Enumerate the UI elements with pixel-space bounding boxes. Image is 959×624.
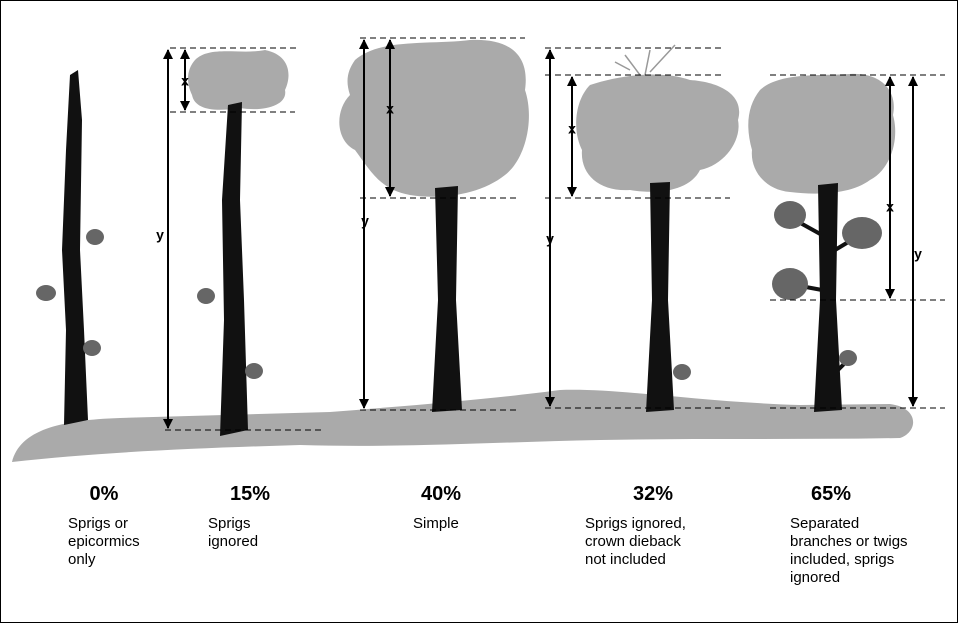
caption-line: ignored — [790, 569, 840, 586]
caption-line: Sprigs ignored, — [585, 515, 686, 532]
caption-line: not included — [585, 551, 666, 568]
tree-3: x y — [339, 37, 529, 412]
percent-label: 0% — [90, 483, 119, 505]
y-label: y — [914, 246, 922, 262]
tree-4: x y — [545, 44, 740, 412]
x-label: x — [386, 101, 394, 117]
percent-label: 40% — [421, 483, 461, 505]
caption-line: Separated — [790, 515, 859, 532]
caption-line: crown dieback — [585, 533, 681, 550]
percent-label: 15% — [230, 483, 270, 505]
tree-2: x y — [156, 47, 325, 436]
tree-5: x y — [748, 73, 945, 412]
tree-1 — [36, 70, 104, 425]
y-label: y — [546, 231, 554, 247]
y-label: y — [361, 213, 369, 229]
x-label: x — [886, 199, 894, 215]
caption-line: Sprigs — [208, 515, 251, 532]
percent-label: 32% — [633, 483, 673, 505]
caption-line: only — [68, 551, 96, 568]
caption-line: Simple — [413, 515, 459, 532]
percent-label: 65% — [811, 483, 851, 505]
x-label: x — [181, 73, 189, 89]
labels: 0%Sprigs orepicormicsonly15%Sprigsignore… — [68, 483, 908, 586]
x-label: x — [568, 121, 576, 137]
y-label: y — [156, 227, 164, 243]
caption-line: ignored — [208, 533, 258, 550]
caption-line: included, sprigs — [790, 551, 894, 568]
caption-line: branches or twigs — [790, 533, 908, 550]
caption-line: epicormics — [68, 533, 140, 550]
caption-line: Sprigs or — [68, 515, 128, 532]
